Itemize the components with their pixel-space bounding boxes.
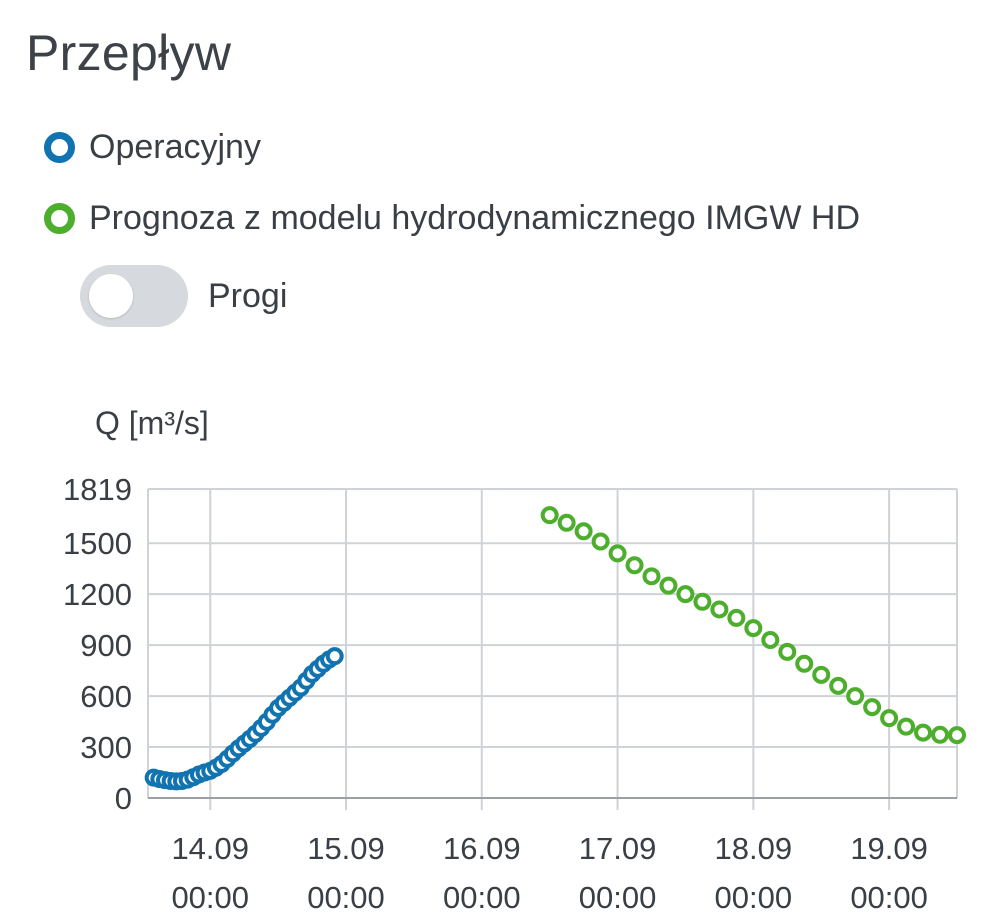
data-point (693, 592, 712, 611)
data-point (931, 725, 950, 744)
page-title: Przepływ (26, 25, 232, 81)
x-tick-date-label: 19.09 (850, 831, 928, 866)
data-point (812, 665, 831, 684)
chart-grid (147, 488, 958, 810)
data-point (540, 506, 559, 525)
y-tick-label: 900 (80, 628, 132, 663)
data-point (557, 513, 576, 532)
x-tick-time-label: 00:00 (171, 880, 249, 915)
x-tick-time-label: 00:00 (850, 880, 928, 915)
y-tick-label: 300 (80, 730, 132, 765)
y-tick-label: 1200 (63, 577, 132, 612)
data-point (948, 726, 966, 745)
y-axis-label: Q [m³/s] (95, 405, 209, 441)
data-points (144, 506, 966, 791)
series-marker-icon (44, 203, 75, 234)
flow-chart: Q [m³/s] 0 300 600 900 1200 1500 1819 14.09 00:… (0, 380, 1001, 917)
x-tick-time-label: 00:00 (715, 880, 793, 915)
data-point (574, 522, 593, 541)
data-point (710, 600, 729, 619)
y-tick-label: 1500 (63, 526, 132, 561)
y-axis-ticks: 0 300 600 900 1200 1500 1819 (63, 472, 132, 816)
y-tick-label: 0 (115, 781, 132, 816)
x-tick-date-label: 15.09 (307, 831, 385, 866)
series-1 (540, 506, 966, 745)
x-tick-date-label: 14.09 (171, 831, 249, 866)
data-point (914, 723, 933, 742)
x-tick-time-label: 00:00 (307, 880, 385, 915)
data-point (863, 698, 882, 717)
data-point (625, 556, 644, 575)
data-point (659, 576, 678, 595)
thresholds-toggle-label: Progi (208, 276, 288, 315)
data-point (591, 532, 610, 551)
data-point (676, 585, 695, 604)
flow-chart-svg: Q [m³/s] 0 300 600 900 1200 1500 1819 14.09 00:… (63, 405, 966, 915)
legend-item-prognoza[interactable]: Prognoza z modelu hydrodynamicznego IMGW… (44, 199, 860, 238)
x-tick-date-label: 17.09 (579, 831, 657, 866)
data-point (744, 619, 763, 638)
x-tick-time-label: 00:00 (443, 880, 521, 915)
series-0 (144, 647, 344, 791)
data-point (897, 717, 916, 736)
data-point (608, 544, 627, 563)
thresholds-toggle[interactable] (80, 265, 188, 327)
data-point (325, 647, 344, 666)
series-marker-icon (44, 132, 75, 163)
data-point (642, 567, 661, 586)
legend-label: Operacyjny (89, 128, 261, 166)
data-point (778, 642, 797, 661)
thresholds-toggle-row: Progi (80, 265, 287, 327)
data-point (795, 654, 814, 673)
data-point (761, 631, 780, 650)
y-tick-label: 1819 (63, 472, 132, 507)
data-point (727, 608, 746, 627)
data-point (829, 676, 848, 695)
x-tick-date-label: 18.09 (715, 831, 793, 866)
data-point (880, 709, 899, 728)
toggle-knob (89, 274, 133, 318)
x-tick-time-label: 00:00 (579, 880, 657, 915)
legend-label: Prognoza z modelu hydrodynamicznego IMGW… (89, 199, 860, 237)
x-tick-date-label: 16.09 (443, 831, 521, 866)
x-axis-ticks: 14.09 00:00 15.09 00:00 16.09 00:00 17.09 00:00… (171, 831, 927, 915)
y-tick-label: 600 (80, 679, 132, 714)
data-point (846, 687, 865, 706)
legend-item-operacyjny[interactable]: Operacyjny (44, 128, 261, 167)
